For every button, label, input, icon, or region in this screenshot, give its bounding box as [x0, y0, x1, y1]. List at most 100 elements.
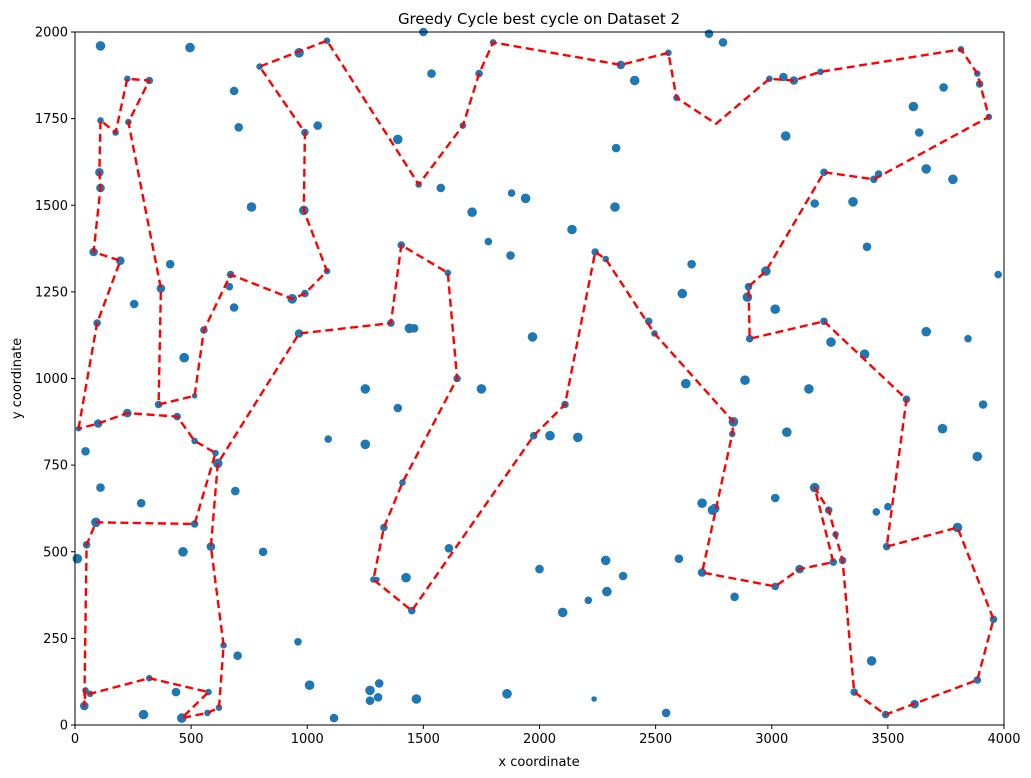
data-point — [810, 199, 819, 208]
y-tick-label: 1000 — [35, 372, 68, 387]
data-point — [611, 143, 621, 153]
y-tick-label: 1500 — [35, 199, 68, 214]
y-tick-label: 2000 — [35, 26, 68, 41]
data-point — [687, 259, 696, 269]
data-point — [804, 384, 814, 394]
data-point — [444, 544, 454, 553]
plot-background — [75, 32, 1004, 725]
data-point — [476, 384, 487, 394]
data-point — [681, 378, 691, 389]
data-point — [602, 586, 612, 597]
data-point — [97, 117, 104, 124]
data-point — [710, 503, 720, 514]
data-point — [610, 202, 620, 212]
data-point — [697, 498, 707, 509]
x-tick-label: 4000 — [987, 732, 1020, 747]
data-point — [527, 332, 538, 342]
data-point — [557, 607, 568, 618]
data-point — [994, 270, 1002, 279]
data-point — [937, 423, 948, 434]
chart-title: Greedy Cycle best cycle on Dataset 2 — [398, 10, 680, 28]
data-point — [95, 41, 106, 51]
data-point — [360, 439, 371, 450]
data-point — [96, 483, 105, 492]
x-axis-label: x coordinate — [498, 755, 579, 770]
data-point — [782, 427, 792, 438]
y-tick-label: 500 — [43, 545, 68, 560]
data-point — [246, 202, 257, 212]
data-point — [780, 131, 791, 141]
data-point — [138, 709, 149, 720]
data-point — [848, 197, 858, 207]
data-point — [661, 708, 671, 718]
data-point — [190, 520, 199, 528]
data-point — [862, 242, 872, 252]
data-point — [618, 571, 628, 581]
data-point — [872, 508, 881, 516]
data-point — [770, 493, 780, 503]
data-point — [674, 554, 684, 563]
data-point — [365, 685, 375, 696]
data-point — [506, 251, 515, 260]
data-point — [374, 679, 384, 688]
data-point — [973, 676, 982, 684]
data-point — [304, 680, 315, 690]
data-point — [231, 486, 240, 496]
data-point — [156, 284, 166, 293]
data-point — [884, 502, 892, 511]
y-axis: 0 250 500 750 1000 1250 1500 1750 2000 — [35, 26, 75, 734]
data-point — [591, 696, 597, 702]
x-tick-label: 2000 — [523, 732, 556, 747]
data-point — [313, 121, 323, 130]
data-point — [373, 693, 383, 702]
data-point — [770, 304, 780, 315]
data-point — [329, 713, 339, 723]
data-point — [535, 564, 544, 574]
data-point — [294, 329, 304, 338]
y-tick-label: 1750 — [35, 112, 68, 127]
data-point — [81, 447, 90, 456]
data-point — [116, 256, 125, 266]
data-point — [444, 269, 452, 277]
x-tick-label: 3000 — [755, 732, 788, 747]
data-point — [948, 174, 958, 185]
data-point — [411, 694, 422, 704]
data-point — [882, 542, 891, 551]
data-point — [229, 303, 239, 312]
data-point — [294, 638, 302, 646]
data-point — [165, 259, 175, 269]
y-tick-label: 750 — [43, 459, 68, 474]
data-point — [258, 547, 268, 557]
data-point — [233, 651, 242, 660]
x-axis: 0 500 1000 1500 2000 2500 3000 3500 4000 — [71, 725, 1021, 747]
data-point — [206, 542, 216, 551]
y-tick-label: 1250 — [35, 285, 68, 300]
data-point — [436, 183, 446, 193]
data-point — [952, 522, 963, 533]
data-point — [964, 334, 972, 343]
data-point — [921, 326, 931, 337]
data-point — [820, 168, 828, 177]
data-point — [616, 60, 626, 70]
data-point — [171, 687, 181, 697]
data-point — [730, 592, 739, 602]
data-point — [545, 430, 555, 441]
data-point — [484, 237, 493, 246]
data-point — [427, 69, 436, 78]
x-tick-label: 1500 — [407, 732, 440, 747]
plot-area — [72, 27, 1005, 726]
data-point — [93, 419, 103, 428]
data-point — [704, 29, 714, 38]
x-tick-label: 500 — [179, 732, 204, 747]
data-point — [179, 352, 189, 363]
data-point — [136, 498, 146, 508]
data-point — [600, 555, 611, 566]
data-point — [393, 403, 403, 413]
data-point — [573, 432, 583, 443]
data-point — [324, 435, 333, 443]
x-tick-label: 3500 — [871, 732, 904, 747]
y-axis-label: y coordinate — [10, 338, 25, 419]
data-point — [178, 547, 188, 557]
